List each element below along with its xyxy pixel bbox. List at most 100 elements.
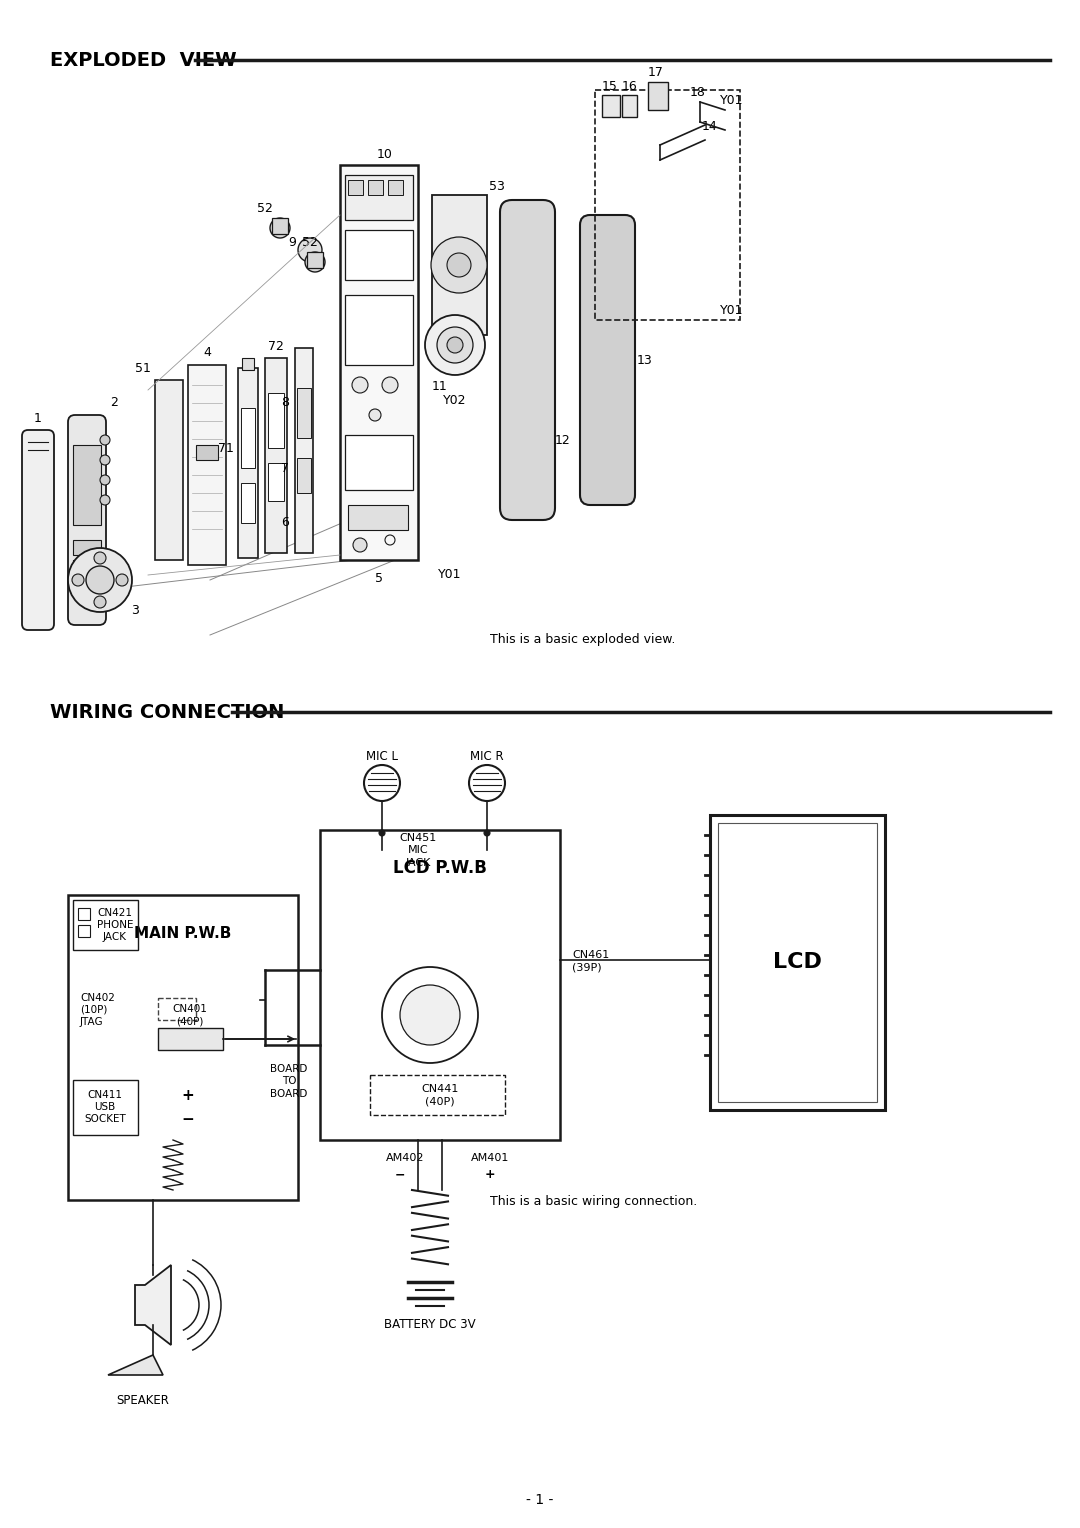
Text: LCD: LCD: [772, 952, 822, 972]
Circle shape: [364, 766, 400, 801]
Text: CN402
(10P)
JTAG: CN402 (10P) JTAG: [80, 993, 114, 1027]
Text: WIRING CONNECTION: WIRING CONNECTION: [50, 703, 284, 721]
Text: 10: 10: [377, 148, 393, 162]
Text: 12: 12: [555, 434, 571, 446]
Text: CN411
USB
SOCKET: CN411 USB SOCKET: [84, 1089, 126, 1125]
Bar: [307, 252, 323, 267]
Text: CN451
MIC
JACK: CN451 MIC JACK: [400, 833, 436, 868]
Circle shape: [382, 967, 478, 1063]
FancyBboxPatch shape: [22, 429, 54, 630]
Circle shape: [100, 435, 110, 445]
Text: 9: 9: [288, 235, 296, 249]
Text: 13: 13: [637, 353, 653, 367]
Circle shape: [270, 219, 291, 238]
Text: 52: 52: [257, 202, 273, 214]
Bar: [710, 814, 885, 1109]
Bar: [73, 900, 138, 950]
Text: Y02: Y02: [443, 394, 467, 406]
Text: 17: 17: [648, 66, 664, 78]
Bar: [73, 559, 102, 575]
Circle shape: [469, 766, 505, 801]
Text: LCD P.W.B: LCD P.W.B: [393, 859, 487, 877]
Text: MAIN P.W.B: MAIN P.W.B: [134, 926, 232, 941]
FancyBboxPatch shape: [580, 215, 635, 504]
FancyBboxPatch shape: [500, 200, 555, 520]
Bar: [268, 393, 284, 448]
Bar: [73, 1080, 138, 1135]
Bar: [238, 368, 258, 558]
Text: BATTERY DC 3V: BATTERY DC 3V: [384, 1317, 476, 1331]
Text: 5: 5: [375, 571, 383, 585]
Text: AM401: AM401: [471, 1154, 509, 1163]
Text: CN461
(39P): CN461 (39P): [572, 950, 609, 972]
Bar: [718, 824, 877, 1102]
Circle shape: [100, 495, 110, 504]
Bar: [272, 219, 288, 234]
Bar: [68, 895, 298, 1199]
Text: - 1 -: - 1 -: [526, 1493, 554, 1507]
Text: CN401
(40P): CN401 (40P): [173, 1004, 207, 1027]
Polygon shape: [135, 1265, 171, 1345]
Bar: [648, 83, 669, 110]
Bar: [241, 483, 255, 523]
Circle shape: [116, 575, 129, 587]
Bar: [595, 90, 740, 319]
Text: Y01: Y01: [720, 93, 743, 107]
Bar: [78, 908, 90, 920]
Text: 7: 7: [281, 461, 289, 475]
Text: 4: 4: [203, 347, 211, 359]
Circle shape: [94, 596, 106, 608]
Text: 72: 72: [268, 339, 284, 353]
Circle shape: [305, 252, 325, 272]
Text: MIC R: MIC R: [470, 750, 503, 764]
Circle shape: [382, 377, 399, 393]
Text: 11: 11: [432, 380, 448, 394]
Circle shape: [100, 455, 110, 465]
Circle shape: [68, 549, 132, 613]
Circle shape: [94, 552, 106, 564]
Text: +: +: [485, 1169, 496, 1181]
Text: AM402: AM402: [386, 1154, 424, 1163]
Bar: [388, 180, 403, 196]
Bar: [345, 435, 413, 490]
Text: −: −: [181, 1112, 194, 1128]
Text: This is a basic exploded view.: This is a basic exploded view.: [490, 634, 675, 646]
Bar: [368, 180, 383, 196]
Text: This is a basic wiring connection.: This is a basic wiring connection.: [490, 1195, 698, 1209]
Circle shape: [484, 830, 490, 836]
Text: 6: 6: [281, 516, 289, 530]
Text: EXPLODED  VIEW: EXPLODED VIEW: [50, 50, 237, 69]
Bar: [622, 95, 637, 118]
Bar: [73, 445, 102, 526]
Bar: [345, 231, 413, 280]
Bar: [370, 1076, 505, 1115]
Bar: [195, 445, 218, 460]
Bar: [242, 358, 254, 370]
Text: CN421
PHONE
JACK: CN421 PHONE JACK: [97, 908, 133, 943]
Text: 18: 18: [690, 86, 706, 98]
Bar: [348, 504, 408, 530]
Circle shape: [447, 254, 471, 277]
Circle shape: [352, 377, 368, 393]
Circle shape: [353, 538, 367, 552]
Text: 53: 53: [489, 180, 505, 194]
Bar: [241, 408, 255, 468]
Text: 51: 51: [135, 362, 151, 374]
Polygon shape: [108, 1355, 163, 1375]
Bar: [297, 388, 311, 439]
Text: 8: 8: [281, 396, 289, 410]
Text: +: +: [181, 1088, 194, 1103]
Bar: [265, 358, 287, 553]
Circle shape: [426, 315, 485, 374]
Circle shape: [369, 410, 381, 422]
Circle shape: [72, 575, 84, 587]
Circle shape: [400, 986, 460, 1045]
Text: MIC L: MIC L: [366, 750, 399, 764]
Bar: [156, 380, 183, 559]
Circle shape: [298, 238, 322, 261]
Bar: [268, 463, 284, 501]
Bar: [348, 180, 363, 196]
FancyBboxPatch shape: [68, 416, 106, 625]
Circle shape: [379, 830, 384, 836]
Circle shape: [100, 475, 110, 484]
